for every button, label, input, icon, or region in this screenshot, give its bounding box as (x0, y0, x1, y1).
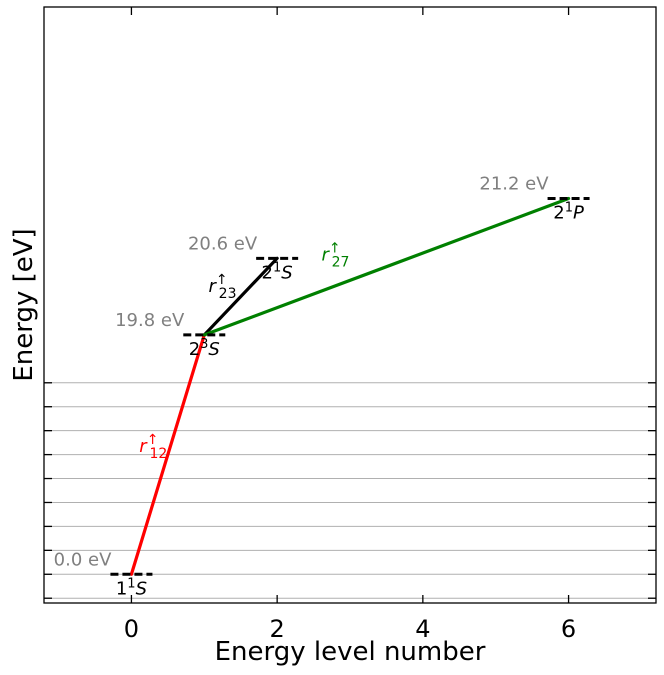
x-tick-label-0: 0 (124, 615, 139, 643)
transition-label-12: r↑ 12 (139, 432, 167, 462)
energy-levels (110, 196, 590, 576)
axis-ticks: 0 2 4 6 (44, 7, 656, 643)
transition-line-23 (202, 256, 279, 337)
state-label-0: 11S (116, 576, 147, 599)
energy-value-label-1: 19.8 eV (115, 310, 185, 331)
energy-value-label-3: 21.2 eV (479, 173, 549, 194)
x-tick-label-1: 2 (270, 615, 285, 643)
plot-frame (43, 6, 657, 604)
energy-value-label-0: 0.0 eV (54, 549, 112, 570)
y-axis-label: Energy [eV] (9, 228, 39, 381)
transition-label-23: r↑ 23 (209, 272, 237, 302)
state-label-3: 21P (553, 200, 584, 223)
x-tick-label-3: 6 (561, 615, 576, 643)
transition-lines (129, 196, 571, 576)
grid-lines (44, 382, 656, 599)
transition-line-12 (129, 333, 206, 576)
state-label-2: 21S (262, 260, 293, 283)
transition-line-27 (202, 196, 571, 337)
state-label-1: 23S (189, 337, 220, 360)
energy-value-label-2: 20.6 eV (188, 233, 258, 254)
x-axis-label: Energy level number (215, 637, 486, 667)
x-tick-label-2: 4 (415, 615, 430, 643)
transition-label-27: r↑ 27 (321, 241, 349, 271)
